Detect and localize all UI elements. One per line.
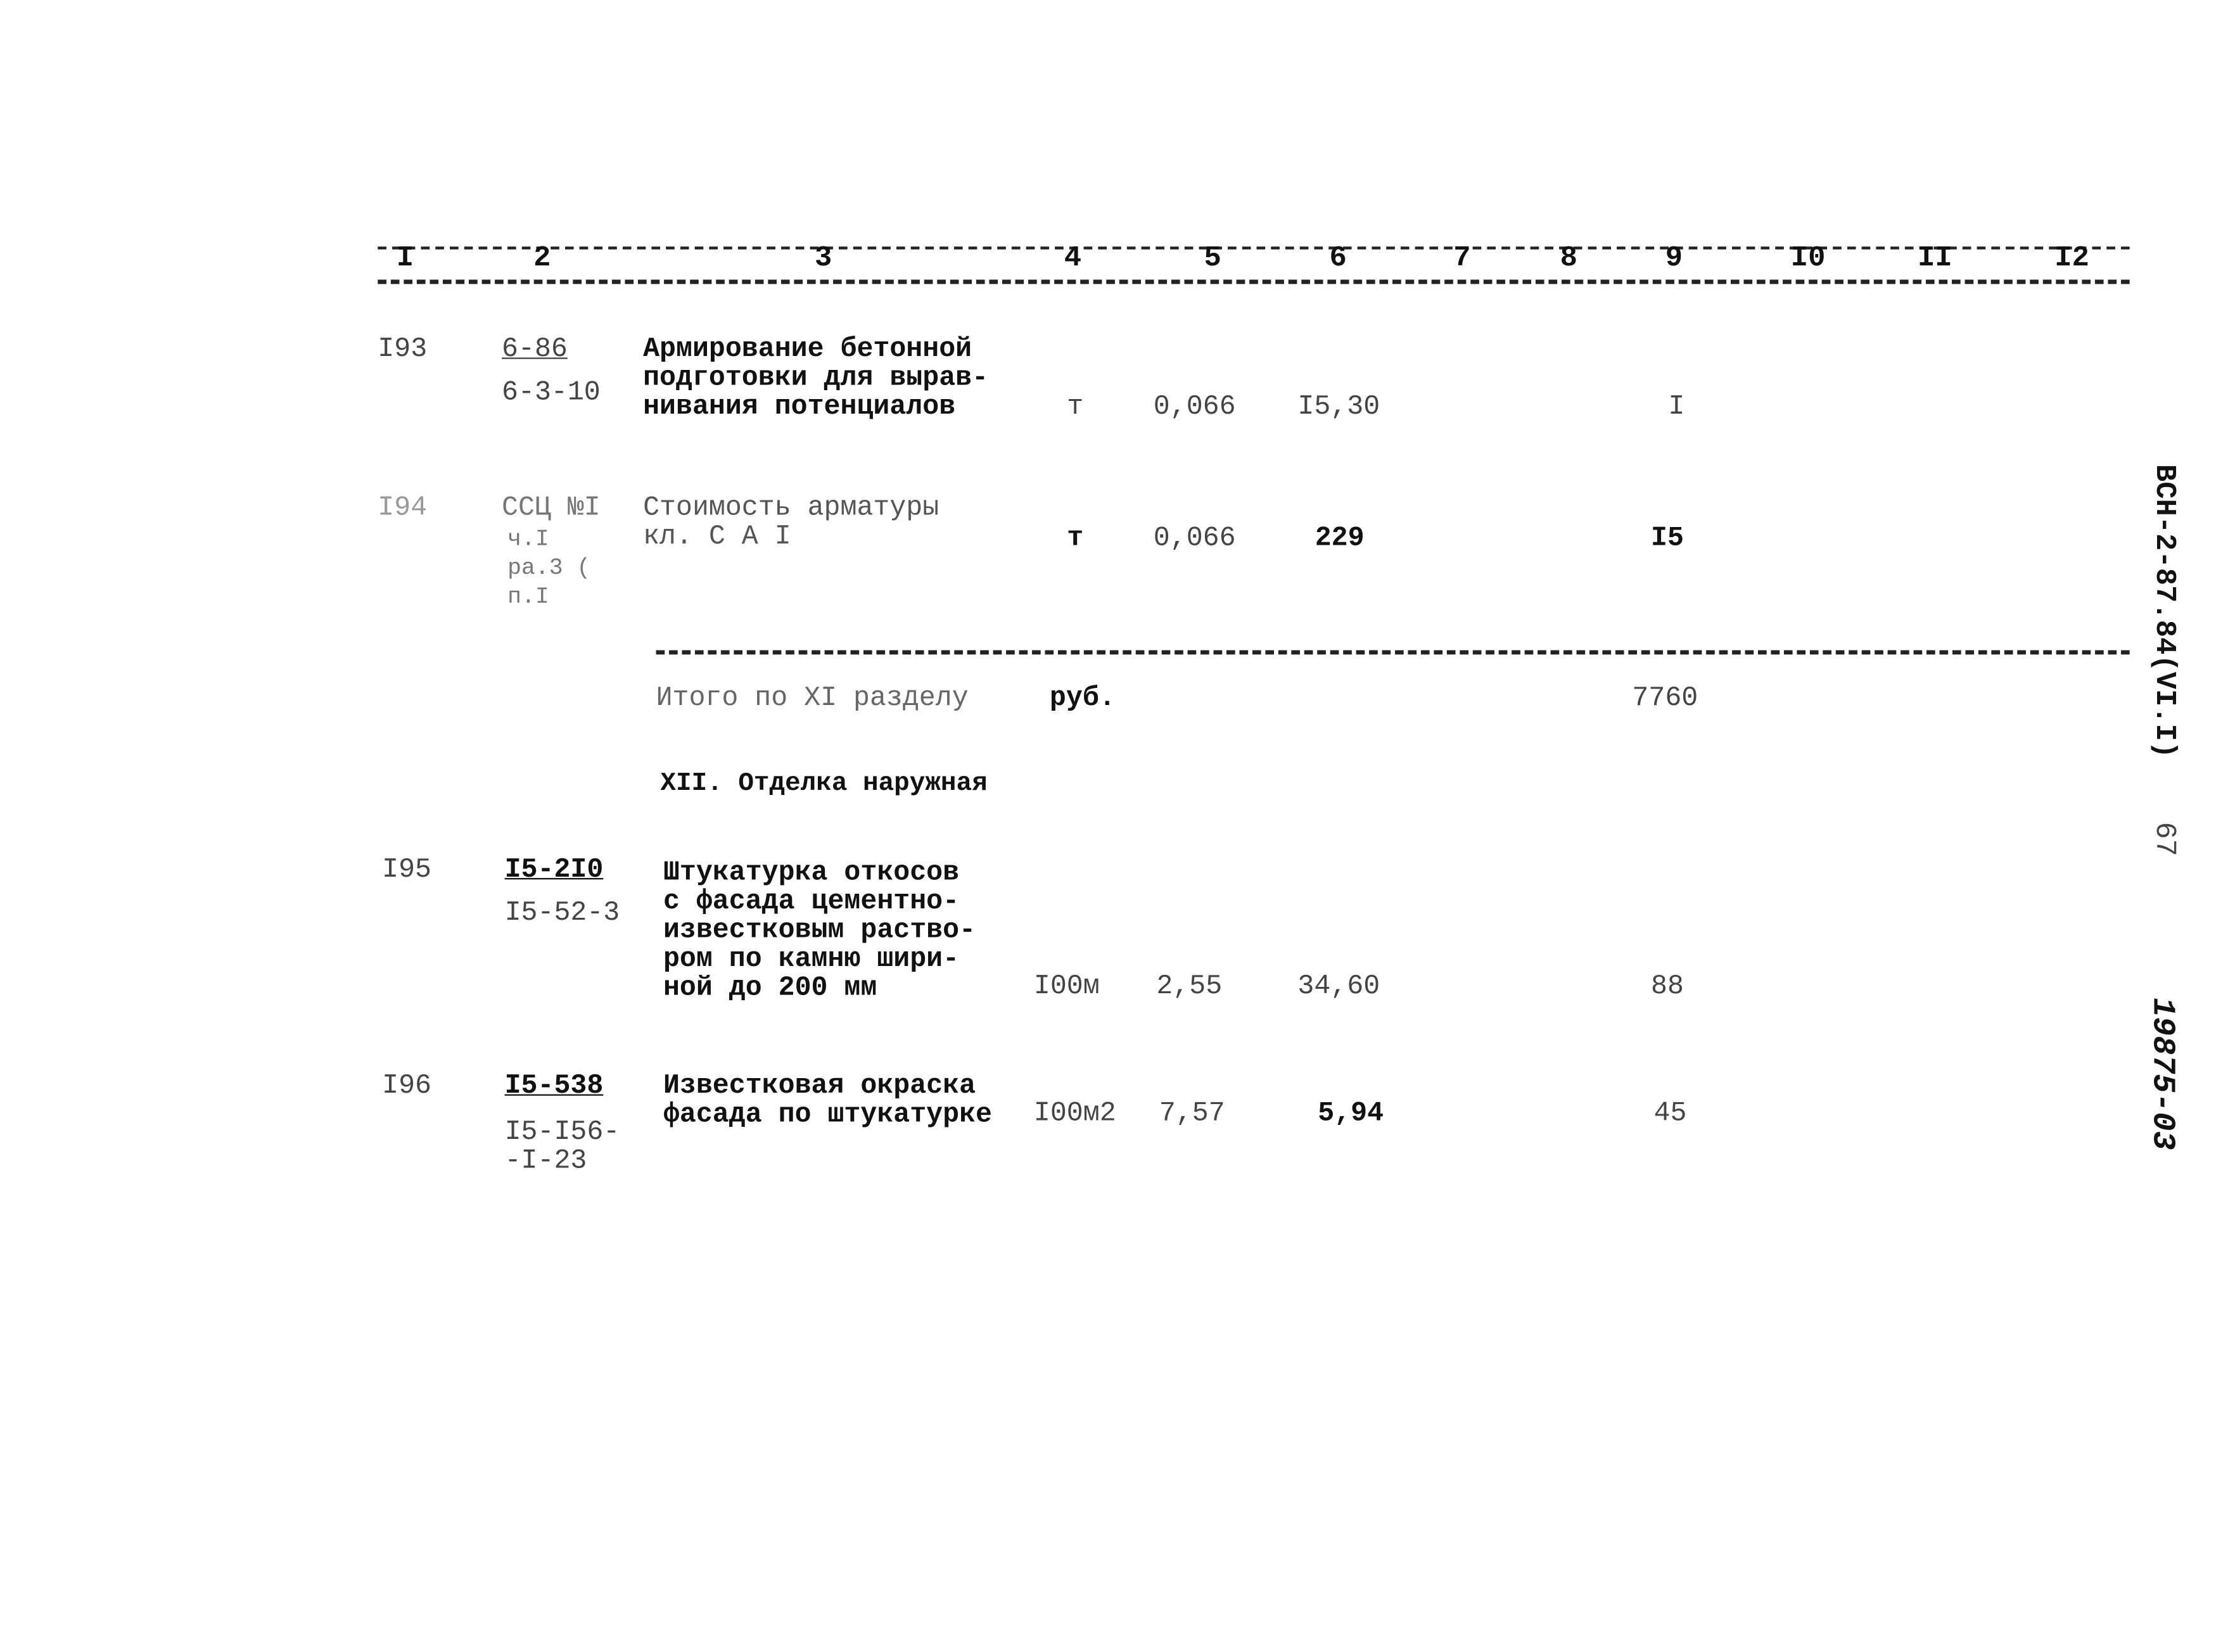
norm-code-sub: ч.I ра.3 ( п.I (507, 526, 591, 610)
unit: т (1067, 390, 1084, 423)
col-header-1: I (396, 242, 414, 276)
norm-code: ССЦ №I (502, 492, 601, 524)
quantity: 0,066 (1153, 390, 1236, 423)
work-description: Армирование бетонной подготовки для выра… (643, 333, 989, 423)
unit-price: I5,30 (1297, 390, 1380, 423)
col-header-3: 3 (814, 242, 832, 276)
col-header-9: 9 (1665, 242, 1683, 276)
col-header-10: I0 (1790, 242, 1826, 276)
quantity: 2,55 (1156, 970, 1223, 1002)
total-cost: I5 (1651, 521, 1684, 554)
section-title: XII. Отделка наружная (660, 770, 988, 799)
unit-price: 5,94 (1318, 1097, 1384, 1129)
norm-code: I5-2I0 (504, 853, 604, 886)
col-header-5: 5 (1204, 242, 1221, 276)
subtotal-unit: руб. (1049, 682, 1116, 714)
col-header-11: II (1918, 242, 1952, 276)
total-cost: I (1668, 390, 1685, 423)
row-number: I93 (378, 333, 428, 365)
col-header-2: 2 (533, 242, 551, 276)
quantity: 0,066 (1153, 521, 1236, 554)
norm-code: I5-538 (504, 1069, 604, 1102)
norm-code-sub: I5-I56- -I-23 (504, 1115, 620, 1177)
row-number: I96 (382, 1069, 432, 1102)
col-header-8: 8 (1560, 242, 1577, 276)
document-code: ВСН-2-87.84(VI.I) (2146, 464, 2181, 759)
work-description: Стоимость арматуры кл. С А I (643, 492, 939, 552)
total-cost: 88 (1651, 970, 1684, 1002)
norm-code-sub: 6-3-10 (502, 376, 601, 409)
inventory-number: 19875-03 (2144, 997, 2181, 1150)
unit: т (1067, 521, 1084, 554)
unit-price: 34,60 (1297, 970, 1380, 1002)
col-header-7: 7 (1453, 242, 1471, 276)
page-number: 67 (2146, 822, 2181, 856)
quantity: 7,57 (1159, 1097, 1225, 1129)
work-description: Штукатурка откосов с фасада цементно- из… (663, 856, 976, 1004)
subtotal-divider (656, 650, 2130, 655)
subtotal-label: Итого по XI разделу (656, 682, 969, 714)
norm-code: 6-86 (502, 333, 568, 365)
header-divider (378, 279, 2130, 284)
unit: I00м2 (1033, 1097, 1116, 1129)
subtotal-value: 7760 (1632, 682, 1698, 714)
row-number: I94 (378, 492, 428, 524)
unit: I00м (1033, 970, 1100, 1002)
total-cost: 45 (1653, 1097, 1687, 1129)
work-description: Известковая окраска фасада по штукатурке (663, 1069, 992, 1131)
col-header-6: 6 (1329, 242, 1347, 276)
row-number: I95 (382, 853, 432, 886)
header-divider-top (378, 246, 2130, 250)
col-header-4: 4 (1064, 242, 1082, 276)
col-header-12: I2 (2054, 242, 2089, 276)
norm-code-sub: I5-52-3 (504, 896, 620, 929)
unit-price: 229 (1315, 521, 1365, 554)
